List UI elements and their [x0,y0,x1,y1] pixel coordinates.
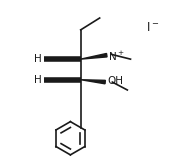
Polygon shape [81,53,107,59]
Text: I$^-$: I$^-$ [146,21,159,34]
Text: N$^+$: N$^+$ [108,49,125,62]
Text: OH: OH [108,76,124,86]
Text: H: H [34,75,42,85]
Text: H: H [34,54,42,64]
Polygon shape [81,80,105,84]
